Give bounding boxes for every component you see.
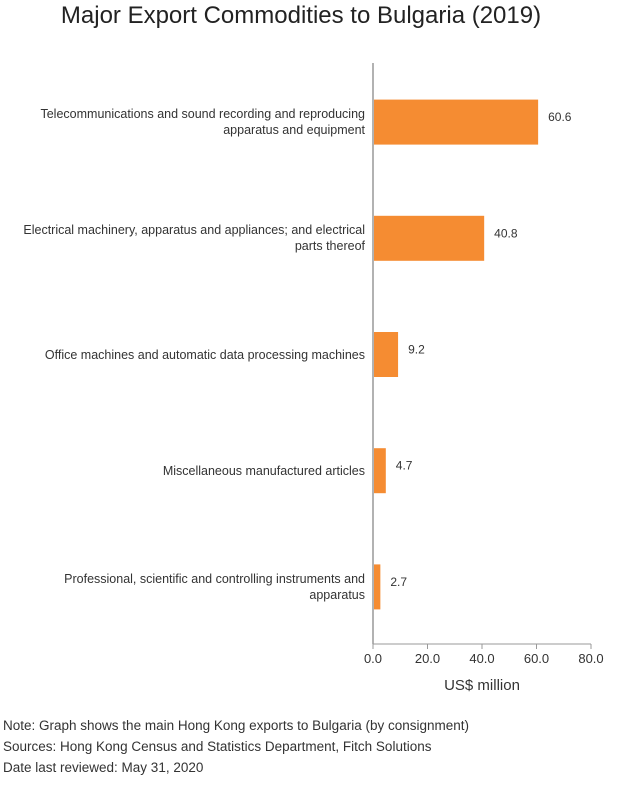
x-tick-label: 60.0 bbox=[524, 651, 549, 666]
x-tick-label: 20.0 bbox=[415, 651, 440, 666]
sources-line: Sources: Hong Kong Census and Statistics… bbox=[3, 739, 432, 754]
date-reviewed-line: Date last reviewed: May 31, 2020 bbox=[3, 760, 204, 775]
bar bbox=[374, 564, 381, 610]
x-tick-label: 80.0 bbox=[578, 651, 603, 666]
bar bbox=[374, 332, 399, 377]
footnotes: Note: Graph shows the main Hong Kong exp… bbox=[3, 715, 469, 778]
category-label: Office machines and automatic data proce… bbox=[44, 347, 365, 362]
bar-value-label: 40.8 bbox=[494, 226, 518, 240]
category-label: Miscellaneous manufactured articles bbox=[162, 463, 365, 478]
chart-title: Major Export Commodities to Bulgaria (20… bbox=[60, 2, 542, 29]
x-tick-label: 0.0 bbox=[364, 651, 382, 666]
bar-value-label: 2.7 bbox=[390, 575, 407, 589]
bar-value-label: 4.7 bbox=[396, 459, 413, 473]
category-label: Professional, scientific and controlling… bbox=[64, 571, 365, 602]
category-label: Electrical machinery, apparatus and appl… bbox=[23, 223, 365, 254]
bar bbox=[374, 99, 539, 145]
bar bbox=[374, 215, 485, 261]
bar-value-label: 9.2 bbox=[408, 343, 425, 357]
category-label: Telecommunications and sound recording a… bbox=[40, 107, 365, 138]
note-line: Note: Graph shows the main Hong Kong exp… bbox=[3, 718, 469, 733]
x-tick-label: 40.0 bbox=[469, 651, 494, 666]
bar-value-label: 60.6 bbox=[548, 110, 572, 124]
bar bbox=[374, 448, 386, 494]
x-axis-title: US$ million bbox=[444, 677, 520, 694]
bar-chart: 0.0 20.0 40.0 60.0 80.0 US$ million 60.6 40.8 9.… bbox=[364, 63, 604, 694]
